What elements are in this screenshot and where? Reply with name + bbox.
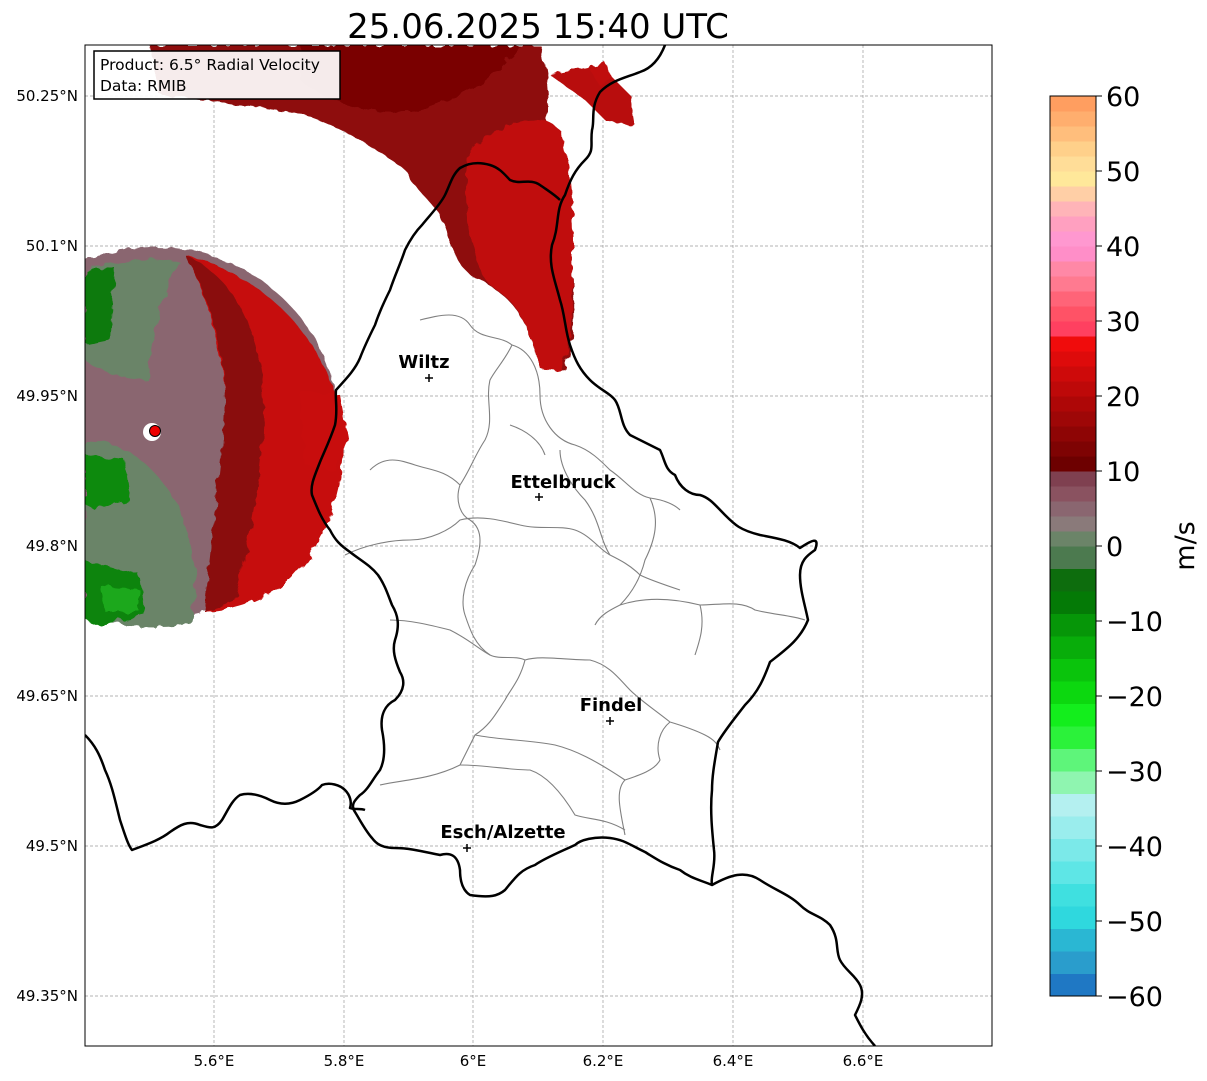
colorbar-segment bbox=[1050, 186, 1096, 202]
colorbar-segment bbox=[1050, 516, 1096, 532]
radar-site-marker bbox=[143, 423, 161, 441]
colorbar-segment bbox=[1050, 216, 1096, 232]
lat-axis: 50.25°N 50.1°N 49.95°N 49.8°N 49.65°N 49… bbox=[16, 87, 78, 1005]
colorbar-segment bbox=[1050, 141, 1096, 157]
colorbar-tick-label: 20 bbox=[1106, 382, 1140, 413]
colorbar-segment bbox=[1050, 471, 1096, 487]
lat-tick-label: 49.95°N bbox=[16, 387, 78, 405]
lat-tick-label: 49.35°N bbox=[16, 987, 78, 1005]
map-title: 25.06.2025 15:40 UTC bbox=[347, 7, 729, 47]
colorbar-segment bbox=[1050, 636, 1096, 659]
colorbar-segment bbox=[1050, 366, 1096, 382]
colorbar: 60 50 40 30 20 10 0 −10 −20 −30 −40 −50 … bbox=[1050, 82, 1201, 1013]
colorbar-scale bbox=[1050, 96, 1096, 997]
colorbar-tick-label: −50 bbox=[1106, 907, 1163, 938]
colorbar-tick-label: −40 bbox=[1106, 832, 1163, 863]
colorbar-tick-label: 0 bbox=[1106, 532, 1123, 563]
colorbar-segment bbox=[1050, 171, 1096, 187]
colorbar-segment bbox=[1050, 351, 1096, 367]
colorbar-segment bbox=[1050, 906, 1096, 929]
colorbar-segment bbox=[1050, 336, 1096, 352]
lon-tick-label: 5.8°E bbox=[324, 1052, 365, 1070]
colorbar-tick-labels: 60 50 40 30 20 10 0 −10 −20 −30 −40 −50 … bbox=[1106, 82, 1163, 1013]
colorbar-tick-label: 30 bbox=[1106, 307, 1140, 338]
colorbar-tick-label: 40 bbox=[1106, 232, 1140, 263]
lon-tick-label: 6.6°E bbox=[843, 1052, 884, 1070]
colorbar-tick-label: −10 bbox=[1106, 607, 1163, 638]
colorbar-segment bbox=[1050, 411, 1096, 427]
city-label-ettelbruck: Ettelbruck bbox=[510, 472, 616, 493]
lon-tick-label: 5.6°E bbox=[194, 1052, 235, 1070]
city-label-esch-alzette: Esch/Alzette bbox=[440, 822, 565, 843]
colorbar-segment bbox=[1050, 291, 1096, 307]
colorbar-segment bbox=[1050, 569, 1096, 592]
radar-location-dot bbox=[150, 426, 161, 437]
colorbar-segment bbox=[1050, 794, 1096, 817]
colorbar-segment bbox=[1050, 306, 1096, 322]
lat-tick-label: 49.65°N bbox=[16, 687, 78, 705]
colorbar-tick-label: 50 bbox=[1106, 157, 1140, 188]
info-box: Product: 6.5° Radial Velocity Data: RMIB bbox=[94, 51, 340, 99]
colorbar-segment bbox=[1050, 816, 1096, 839]
colorbar-segment bbox=[1050, 501, 1096, 517]
colorbar-segment bbox=[1050, 201, 1096, 217]
colorbar-segment bbox=[1050, 321, 1096, 337]
colorbar-tick-label: −20 bbox=[1106, 682, 1163, 713]
colorbar-segment bbox=[1050, 486, 1096, 502]
colorbar-segment bbox=[1050, 951, 1096, 974]
lon-tick-label: 6°E bbox=[460, 1052, 487, 1070]
lon-tick-label: 6.2°E bbox=[583, 1052, 624, 1070]
colorbar-segment bbox=[1050, 861, 1096, 884]
colorbar-segment bbox=[1050, 771, 1096, 794]
colorbar-tick-label: 10 bbox=[1106, 457, 1140, 488]
colorbar-unit-label: m/s bbox=[1170, 521, 1201, 570]
lat-tick-label: 50.25°N bbox=[16, 87, 78, 105]
colorbar-ticks bbox=[1096, 96, 1102, 996]
colorbar-segment bbox=[1050, 929, 1096, 952]
info-source: Data: RMIB bbox=[100, 77, 187, 95]
lat-tick-label: 50.1°N bbox=[26, 237, 78, 255]
colorbar-segment bbox=[1050, 546, 1096, 569]
info-product: Product: 6.5° Radial Velocity bbox=[100, 56, 320, 74]
colorbar-segment bbox=[1050, 591, 1096, 614]
colorbar-tick-label: −60 bbox=[1106, 982, 1163, 1013]
colorbar-segment bbox=[1050, 246, 1096, 262]
lon-axis: 5.6°E 5.8°E 6°E 6.2°E 6.4°E 6.6°E bbox=[194, 1052, 884, 1070]
colorbar-segment bbox=[1050, 381, 1096, 397]
colorbar-tick-label: −30 bbox=[1106, 757, 1163, 788]
colorbar-segment bbox=[1050, 231, 1096, 247]
lon-tick-label: 6.4°E bbox=[713, 1052, 754, 1070]
colorbar-segment bbox=[1050, 974, 1096, 997]
colorbar-segment bbox=[1050, 681, 1096, 704]
colorbar-segment bbox=[1050, 96, 1096, 112]
city-label-findel: Findel bbox=[580, 695, 643, 716]
colorbar-segment bbox=[1050, 839, 1096, 862]
colorbar-segment bbox=[1050, 726, 1096, 749]
colorbar-segment bbox=[1050, 276, 1096, 292]
lat-tick-label: 49.5°N bbox=[26, 837, 78, 855]
lat-tick-label: 49.8°N bbox=[26, 537, 78, 555]
colorbar-segment bbox=[1050, 456, 1096, 472]
colorbar-tick-label: 60 bbox=[1106, 82, 1140, 113]
colorbar-segment bbox=[1050, 704, 1096, 727]
colorbar-segment bbox=[1050, 749, 1096, 772]
colorbar-segment bbox=[1050, 261, 1096, 277]
colorbar-segment bbox=[1050, 531, 1096, 547]
colorbar-segment bbox=[1050, 111, 1096, 127]
colorbar-segment bbox=[1050, 659, 1096, 682]
colorbar-segment bbox=[1050, 156, 1096, 172]
colorbar-segment bbox=[1050, 426, 1096, 442]
colorbar-segment bbox=[1050, 396, 1096, 412]
colorbar-segment bbox=[1050, 441, 1096, 457]
colorbar-segment bbox=[1050, 884, 1096, 907]
colorbar-segment bbox=[1050, 126, 1096, 142]
city-label-wiltz: Wiltz bbox=[398, 352, 449, 373]
colorbar-segment bbox=[1050, 614, 1096, 637]
